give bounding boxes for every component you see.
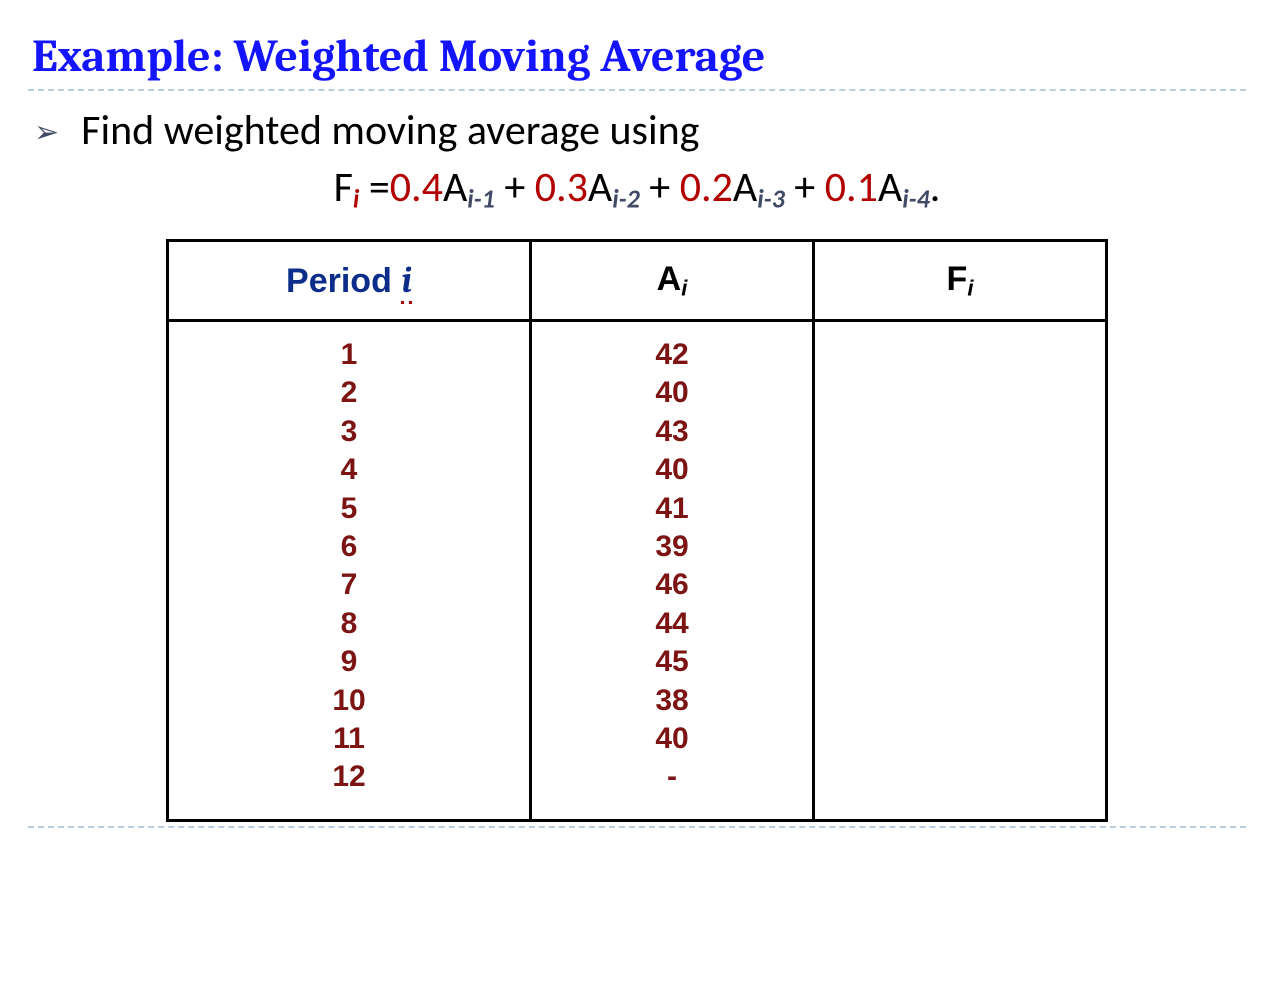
formula: Fi =0.4Ai-1 + 0.3Ai-2 + 0.2Ai-3 + 0.1Ai-… [28, 162, 1246, 215]
cell-value: 9 [169, 643, 529, 681]
cell-value: 44 [532, 605, 812, 643]
bullet-text: Find weighted moving average using [81, 105, 699, 156]
coef-0: 0.4 [390, 162, 443, 213]
cell-value: 45 [532, 643, 812, 681]
cell-value: 12 [169, 758, 529, 796]
plus-2: + [649, 162, 679, 213]
th-a-sub: i [681, 275, 687, 300]
table-data-row: 123456789101112 4240434041394644453840- [168, 321, 1107, 821]
slide-title: Example: Weighted Moving Average [32, 30, 1246, 83]
cell-value: 10 [169, 682, 529, 720]
cell-value: 39 [532, 528, 812, 566]
cell-value: 38 [532, 682, 812, 720]
chevron-right-icon: ➢ [34, 118, 59, 148]
sub-2: i-3 [757, 183, 785, 215]
th-a-sym: A [657, 260, 682, 298]
cell-value [815, 758, 1105, 796]
cell-value [815, 566, 1105, 604]
divider-top [28, 89, 1246, 91]
cell-value: 43 [532, 413, 812, 451]
th-period-label: Period [286, 262, 392, 300]
cell-value [815, 374, 1105, 412]
table-header-row: Period i Ai Fi [168, 240, 1107, 321]
th-period: Period i [168, 240, 531, 321]
period-list: 123456789101112 [169, 336, 529, 797]
td-a: 4240434041394644453840- [531, 321, 814, 821]
cell-value: 3 [169, 413, 529, 451]
plus-1: + [504, 162, 534, 213]
coef-2: 0.2 [680, 162, 733, 213]
cell-value: 8 [169, 605, 529, 643]
coef-3: 0.1 [825, 162, 878, 213]
cell-value: - [532, 758, 812, 796]
cell-value [815, 720, 1105, 758]
cell-value [815, 336, 1105, 374]
td-f [814, 321, 1107, 821]
cell-value: 40 [532, 720, 812, 758]
th-f-sym: F [947, 260, 968, 298]
divider-bottom [28, 826, 1246, 828]
sym-2: A [733, 162, 757, 213]
formula-lhs-sub: i [353, 183, 359, 215]
th-f: Fi [814, 240, 1107, 321]
cell-value: 46 [532, 566, 812, 604]
sub-3: i-4 [902, 183, 930, 215]
sub-0: i-1 [467, 183, 495, 215]
sym-3: A [878, 162, 902, 213]
th-period-var: i [401, 260, 412, 304]
f-list [815, 336, 1105, 797]
bullet-row: ➢ Find weighted moving average using [34, 105, 1246, 156]
sym-0: A [443, 162, 467, 213]
a-list: 4240434041394644453840- [532, 336, 812, 797]
cell-value: 11 [169, 720, 529, 758]
cell-value: 1 [169, 336, 529, 374]
sub-1: i-2 [612, 183, 640, 215]
cell-value [815, 528, 1105, 566]
cell-value: 4 [169, 451, 529, 489]
cell-value [815, 451, 1105, 489]
cell-value [815, 490, 1105, 528]
coef-1: 0.3 [535, 162, 588, 213]
th-f-sub: i [967, 275, 973, 300]
cell-value: 41 [532, 490, 812, 528]
slide: Example: Weighted Moving Average ➢ Find … [0, 0, 1274, 988]
cell-value [815, 413, 1105, 451]
plus-3: + [794, 162, 824, 213]
cell-value: 40 [532, 374, 812, 412]
cell-value: 40 [532, 451, 812, 489]
cell-value [815, 605, 1105, 643]
cell-value: 42 [532, 336, 812, 374]
cell-value: 5 [169, 490, 529, 528]
formula-lhs-sym: F [334, 162, 353, 213]
data-table: Period i Ai Fi 123456789101112 424043404… [166, 239, 1108, 822]
sym-1: A [588, 162, 612, 213]
cell-value: 7 [169, 566, 529, 604]
cell-value [815, 682, 1105, 720]
formula-trail: . [930, 162, 941, 213]
td-period: 123456789101112 [168, 321, 531, 821]
cell-value [815, 643, 1105, 681]
th-a: Ai [531, 240, 814, 321]
equals-sign: = [369, 162, 390, 213]
cell-value: 6 [169, 528, 529, 566]
cell-value: 2 [169, 374, 529, 412]
